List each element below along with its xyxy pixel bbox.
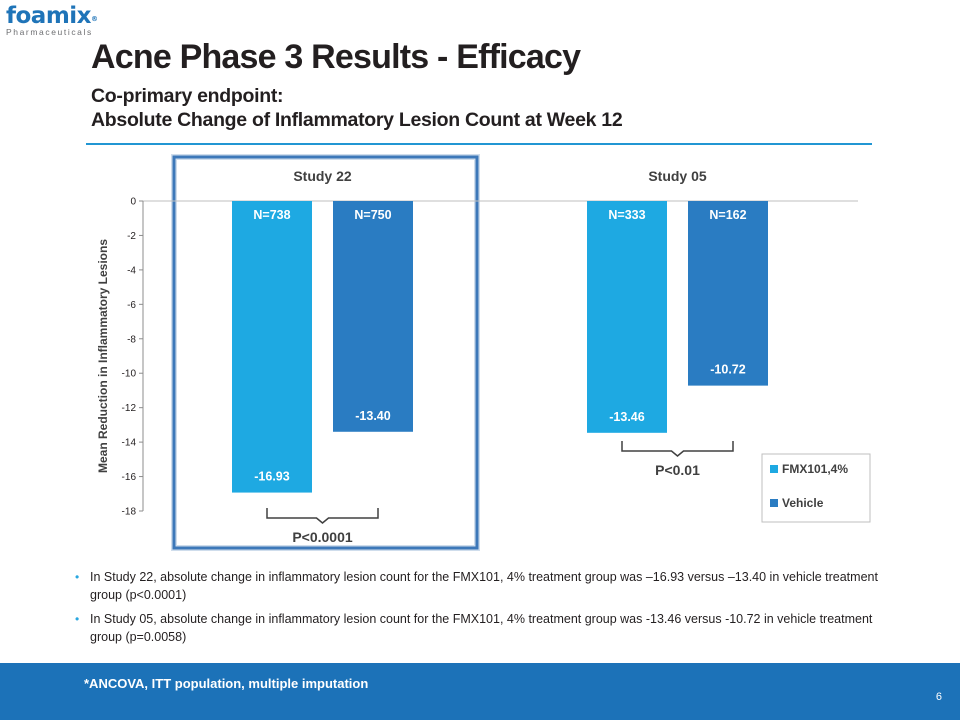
highlight-box-shadow (171, 154, 480, 551)
logo-wordmark: foamix (6, 3, 92, 29)
y-axis-title: Mean Reduction in Inflammatory Lesions (96, 239, 110, 473)
highlight-box (172, 155, 479, 550)
logo-tagline: Pharmaceuticals (6, 27, 93, 37)
bar-vehicle (688, 201, 768, 386)
bullet-item-study-22: • In Study 22, absolute change in inflamm… (72, 568, 892, 604)
legend-label: FMX101,4% (782, 462, 848, 476)
y-tick-label: -16 (122, 472, 137, 483)
page-title: Acne Phase 3 Results - Efficacy (91, 38, 581, 76)
footer-bar: *ANCOVA, ITT population, multiple imputa… (0, 663, 960, 720)
efficacy-bar-chart: 0 -2 -4 -6 -8 -10 -12 -14 -16 -18 Mean Reduction i… (96, 154, 871, 551)
bar-fmx101 (232, 201, 312, 493)
bar-n-label: N=162 (709, 208, 746, 222)
footnote: *ANCOVA, ITT population, multiple imputa… (84, 676, 369, 691)
legend-swatch (770, 499, 778, 507)
group-title: Study 22 (293, 168, 352, 184)
significance-brace (266, 508, 379, 524)
y-tick-label: -8 (127, 334, 136, 345)
y-tick-label: -10 (122, 369, 137, 380)
y-tick-label: -6 (127, 300, 136, 311)
bar-value-label: -16.93 (254, 470, 289, 484)
bar-value-label: -10.72 (710, 363, 745, 377)
bar-value-label: -13.46 (609, 410, 644, 424)
y-tick-label: -18 (122, 507, 137, 518)
significance-brace (621, 441, 734, 457)
group-title: Study 05 (648, 168, 707, 184)
subtitle-line-1: Co-primary endpoint: (91, 85, 284, 107)
bullet-text: In Study 05, absolute change in inflamma… (90, 612, 873, 644)
title-divider (86, 143, 872, 145)
p-value-label: P<0.01 (655, 462, 700, 478)
y-tick-label: -4 (127, 265, 136, 276)
foamix-logo: foamix® Pharmaceuticals (6, 2, 98, 37)
bar-fmx101 (587, 201, 667, 433)
bullet-dot-icon: • (75, 612, 80, 626)
bullet-dot-icon: • (75, 570, 80, 584)
logo-registered-mark: ® (91, 15, 98, 23)
y-tick-label: -2 (127, 231, 136, 242)
bullet-text: In Study 22, absolute change in inflamma… (90, 570, 878, 602)
page-subtitle: Co-primary endpoint: Absolute Change of … (91, 84, 623, 132)
bar-n-label: N=333 (608, 208, 645, 222)
y-tick-label: -12 (122, 403, 137, 414)
y-tick-label: 0 (130, 197, 136, 208)
bar-value-label: -13.40 (355, 409, 390, 423)
bullet-item-study-05: • In Study 05, absolute change in inflamm… (72, 610, 892, 646)
subtitle-line-2: Absolute Change of Inflammatory Lesion C… (91, 109, 623, 131)
legend-label: Vehicle (782, 496, 824, 510)
bar-n-label: N=750 (354, 208, 391, 222)
p-value-label: P<0.0001 (292, 529, 353, 545)
bar-n-label: N=738 (253, 208, 290, 222)
legend-swatch (770, 465, 778, 473)
y-tick-label: -14 (122, 438, 137, 449)
bullet-list: • In Study 22, absolute change in inflamm… (72, 568, 892, 652)
bar-vehicle (333, 201, 413, 432)
legend-box (761, 453, 871, 523)
page-number: 6 (935, 691, 942, 703)
